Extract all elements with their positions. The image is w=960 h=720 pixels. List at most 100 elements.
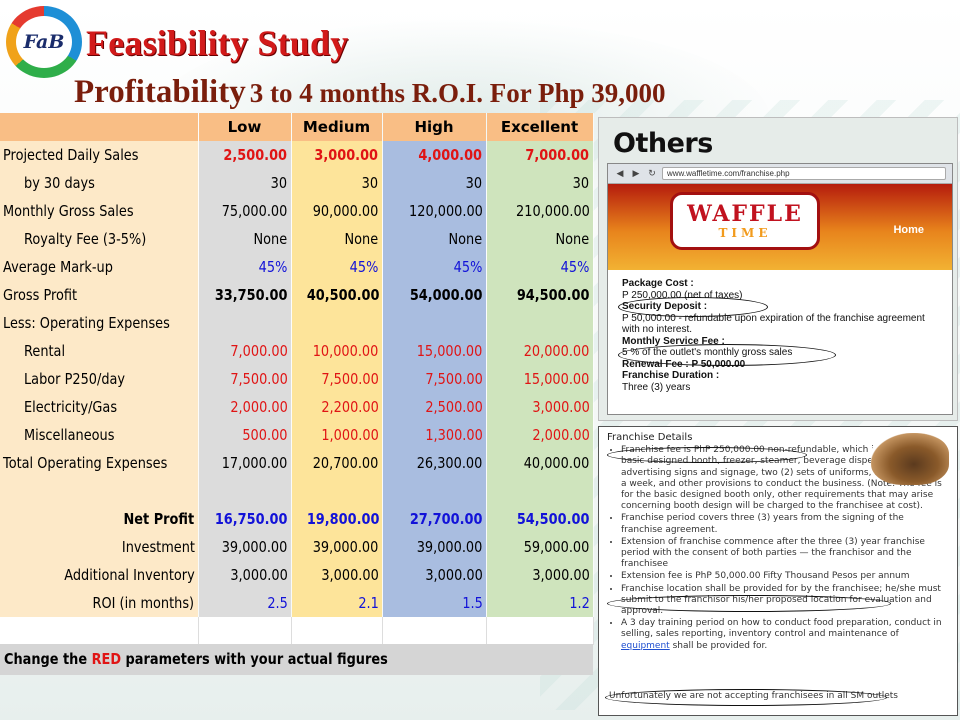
logo-text: FaB <box>16 16 72 68</box>
cell-value: 19,800.00 <box>306 510 379 528</box>
cell-value: 45% <box>560 258 590 276</box>
row-label: Gross Profit <box>0 281 199 309</box>
cell-value: 75,000.00 <box>221 202 288 220</box>
row-label-text: Net Profit <box>123 510 195 528</box>
table-cell: 59,000.00 <box>486 533 594 561</box>
table-cell: 3,000.00 <box>291 561 383 589</box>
cell-value: 20,700.00 <box>312 454 379 472</box>
cell-value: 2.1 <box>357 594 379 612</box>
table-cell: 45% <box>486 253 594 281</box>
list-item: Franchise period covers three (3) years … <box>621 513 947 535</box>
table-cell <box>382 309 487 337</box>
row-label: Average Mark-up <box>0 253 199 281</box>
table-cell: 2,000.00 <box>198 393 292 421</box>
cell-value: 3,000.00 <box>532 398 590 416</box>
cell-value: 30 <box>573 174 590 192</box>
table-cell: 54,000.00 <box>382 281 487 309</box>
row-label-text: ROI (in months) <box>92 594 195 612</box>
row-label: Total Operating Expenses <box>0 449 199 477</box>
cell-value: None <box>555 230 590 248</box>
table-cell: 1,000.00 <box>291 421 383 449</box>
table-cell: 17,000.00 <box>198 449 292 477</box>
table-cell: 39,000.00 <box>198 533 292 561</box>
cell-value: 3,000.00 <box>314 146 379 164</box>
cell-value: 33,750.00 <box>214 286 288 304</box>
row-label: ROI (in months) <box>0 589 199 617</box>
row-label-text: by 30 days <box>24 174 95 192</box>
table-cell: 94,500.00 <box>486 281 594 309</box>
column-header: Medium <box>291 113 383 141</box>
table-cell: 45% <box>291 253 383 281</box>
table-row: ROI (in months) 2.5 2.1 1.5 1.2 <box>0 589 594 617</box>
cell-value: 54,000.00 <box>409 286 483 304</box>
table-row: by 30 days 30 30 30 30 <box>0 169 594 197</box>
cell-value: 40,000.00 <box>523 454 590 472</box>
subtitle-main: Profitability <box>74 74 246 110</box>
row-label-text: Electricity/Gas <box>24 398 118 416</box>
cell-value: 1,300.00 <box>425 426 483 444</box>
list-item: Extension of franchise commence after th… <box>621 537 947 571</box>
cell-value: 16,750.00 <box>214 510 288 528</box>
cell-value: 30 <box>466 174 483 192</box>
table-cell: 20,700.00 <box>291 449 383 477</box>
cell-value: 7,500.00 <box>425 370 483 388</box>
table-cell: 3,000.00 <box>486 393 594 421</box>
home-link: Home <box>893 224 924 236</box>
note-post: parameters with your actual figures <box>121 650 388 668</box>
service-fee-label: Monthly Service Fee : <box>622 335 725 347</box>
cell-value: 3,000.00 <box>321 566 379 584</box>
table-cell: 40,500.00 <box>291 281 383 309</box>
row-label-text: Rental <box>24 342 66 360</box>
cell-value: 500.00 <box>242 426 288 444</box>
franchise-details-panel: Franchise Details Franchise fee is PhP 2… <box>598 426 958 716</box>
row-label: Monthly Gross Sales <box>0 197 199 225</box>
table-cell-empty <box>486 617 594 645</box>
table-row: Royalty Fee (3-5%) None None None None <box>0 225 594 253</box>
cell-value: 30 <box>362 174 379 192</box>
table-cell: 39,000.00 <box>382 533 487 561</box>
table-cell: 2,000.00 <box>486 421 594 449</box>
page-title: Feasibility Study <box>86 23 349 63</box>
table-row: Additional Inventory 3,000.00 3,000.00 3,00… <box>0 561 594 589</box>
list-item: Extension fee is PhP 50,000.00 Fifty Tho… <box>621 571 947 582</box>
table-row: Total Operating Expenses 17,000.00 20,700.… <box>0 449 594 477</box>
table-cell: 27,700.00 <box>382 505 487 533</box>
table-cell: None <box>291 225 383 253</box>
row-label-text: Additional Inventory <box>64 566 195 584</box>
feasibility-table: Low Medium High Excellent Projected Daily Sa… <box>0 113 594 675</box>
website-screenshot: ◀ ▶ ↻ www.waffletime.com/franchise.php W… <box>607 163 953 415</box>
column-header: Excellent <box>486 113 594 141</box>
cell-value: 54,500.00 <box>516 510 590 528</box>
table-cell: 16,750.00 <box>198 505 292 533</box>
row-label: Net Profit <box>0 505 199 533</box>
table-row: Average Mark-up 45% 45% 45% 45% <box>0 253 594 281</box>
row-label-text: Miscellaneous <box>24 426 115 444</box>
row-label-text: Royalty Fee (3-5%) <box>24 230 147 248</box>
table-cell: 210,000.00 <box>486 197 594 225</box>
table-cell: 15,000.00 <box>486 365 594 393</box>
cell-value: 7,500.00 <box>230 370 288 388</box>
column-header: Low <box>198 113 292 141</box>
table-cell: 1.2 <box>486 589 594 617</box>
equipment-link[interactable]: equipment <box>621 640 670 651</box>
cell-value: 2,000.00 <box>532 426 590 444</box>
cell-value: 15,000.00 <box>416 342 483 360</box>
cell-value: 26,300.00 <box>416 454 483 472</box>
reload-icon: ↻ <box>648 168 656 178</box>
cell-value: 4,000.00 <box>418 146 483 164</box>
table-cell: 3,000.00 <box>198 561 292 589</box>
table-cell: 30 <box>198 169 292 197</box>
cell-value: 39,000.00 <box>416 538 483 556</box>
waffle-time-logo: WAFFLE TIME <box>670 192 820 250</box>
table-cell: 30 <box>382 169 487 197</box>
cell-value: 45% <box>258 258 288 276</box>
table-cell <box>291 477 383 505</box>
table-cell: 2.1 <box>291 589 383 617</box>
table-row-empty <box>0 617 594 645</box>
page-subtitle: Profitability 3 to 4 months R.O.I. For P… <box>74 74 666 111</box>
row-label: Miscellaneous <box>0 421 199 449</box>
cell-value: 90,000.00 <box>312 202 379 220</box>
table-cell: 7,500.00 <box>291 365 383 393</box>
table-cell <box>291 309 383 337</box>
table-row: Projected Daily Sales 2,500.00 3,000.00 4,0… <box>0 141 594 169</box>
